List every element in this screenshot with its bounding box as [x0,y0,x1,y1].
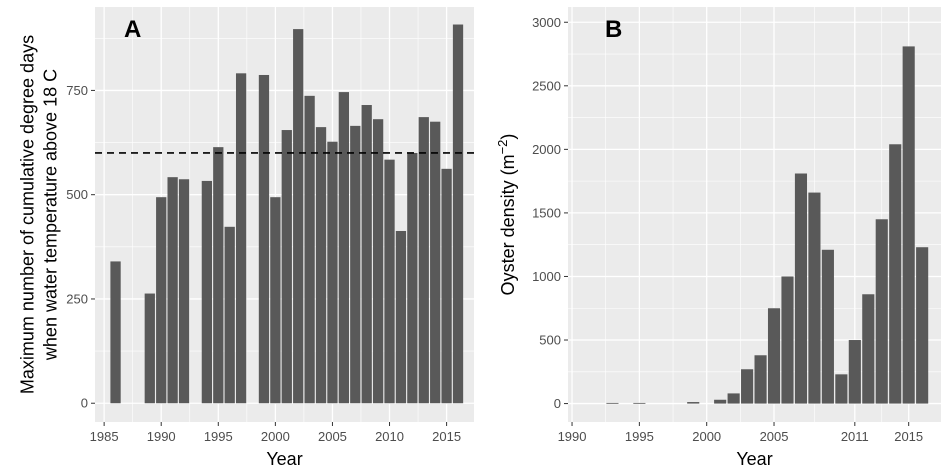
bar-1997 [235,73,247,404]
bar-1992 [178,179,190,404]
bar-1995 [633,402,646,404]
panel-a: 0 250 500 750 1985 1990 1995 2000 2005 2010 2015 Ye… [18,7,474,469]
bar-2003 [741,369,754,404]
panel-a-x-axis: 1985 1990 1995 2000 2005 2010 2015 [90,422,461,444]
x-tick-label: 2005 [760,429,789,444]
bar-1996 [224,226,235,404]
bar-1989 [144,293,155,404]
bar-1991 [167,177,178,404]
bar-2014 [430,121,441,404]
bar-2010 [384,159,395,404]
x-tick-label: 2000 [692,429,721,444]
bar-2006 [781,276,794,404]
panel-b-letter: B [605,16,622,43]
panel-b-y-axis: 0 500 1000 1500 2000 2500 3000 [532,15,568,411]
x-tick-label: 2000 [261,429,290,444]
bar-2010 [835,374,848,404]
x-tick-label: 1995 [204,429,233,444]
bar-2014 [889,144,902,404]
bar-2008 [808,192,821,404]
x-tick-label: 2011 [841,429,869,444]
bar-2016 [452,24,464,404]
panel-b-x-axis: 1990 1995 2000 2005 2011 2015 [558,422,923,444]
bar-2011 [395,230,407,404]
bar-2006 [338,92,349,404]
bar-2012 [862,294,875,404]
bar-2003 [304,95,315,404]
bar-1986 [110,261,121,404]
bar-1993 [606,402,619,404]
bar-2004 [315,127,327,404]
bar-1990 [156,197,167,404]
bar-1999 [687,402,700,404]
panel-b: 0 500 1000 1500 2000 2500 3000 1990 1995 2000 2005… [495,7,941,469]
y-tick-label: 500 [66,187,88,202]
bar-2007 [350,125,361,404]
x-tick-label: 1990 [558,429,587,444]
x-tick-label: 2015 [894,429,923,444]
panel-a-y-axis: 0 250 500 750 [66,83,95,411]
bar-2009 [821,249,834,404]
x-tick-label: 1995 [625,429,654,444]
y-tick-label: 0 [554,396,561,411]
bar-2009 [372,119,384,404]
y-tick-label: 750 [66,83,88,98]
bar-2012 [407,152,418,404]
bar-2011 [848,340,861,404]
bar-2005 [327,141,338,404]
bar-2004 [754,355,767,404]
panel-b-bars [606,46,929,404]
y-tick-label: 1000 [532,269,561,284]
panel-a-x-axis-title: Year [266,449,302,469]
y-tick-label: 2000 [532,142,561,157]
bar-2015 [902,46,915,404]
panel-a-letter: A [124,16,141,43]
y-tick-label: 3000 [532,15,561,30]
y-tick-label: 2500 [532,78,561,93]
bar-1994 [201,180,213,404]
bar-2013 [875,219,888,404]
panel-b-y-axis-title: Oyster density (m−2) [495,134,518,296]
panel-b-x-axis-title: Year [736,449,772,469]
bar-2002 [293,29,304,404]
x-tick-label: 2005 [318,429,347,444]
bar-2007 [794,173,808,404]
x-tick-label: 2010 [375,429,404,444]
panel-a-bars [110,24,464,404]
bar-2015 [441,168,452,404]
bar-2008 [361,105,372,404]
x-tick-label: 2015 [432,429,461,444]
bar-2013 [418,117,429,404]
panel-a-y-axis-title-line: when water temperature above 18 C [41,69,61,361]
bar-2016 [916,247,929,404]
x-tick-label: 1990 [147,429,176,444]
bar-1999 [258,74,270,404]
y-tick-label: 0 [81,396,88,411]
y-tick-label: 500 [539,333,561,348]
panel-a-y-axis-title-line: Maximum number of cumulative degree days [18,35,38,394]
y-tick-label: 250 [66,291,88,306]
bar-2001 [714,399,727,404]
bar-2005 [767,308,781,404]
y-tick-label: 1500 [532,205,561,220]
bar-2000 [270,197,281,404]
bar-2001 [281,130,292,404]
bar-1995 [213,147,224,404]
x-tick-label: 1985 [90,429,119,444]
bar-2002 [727,393,740,404]
